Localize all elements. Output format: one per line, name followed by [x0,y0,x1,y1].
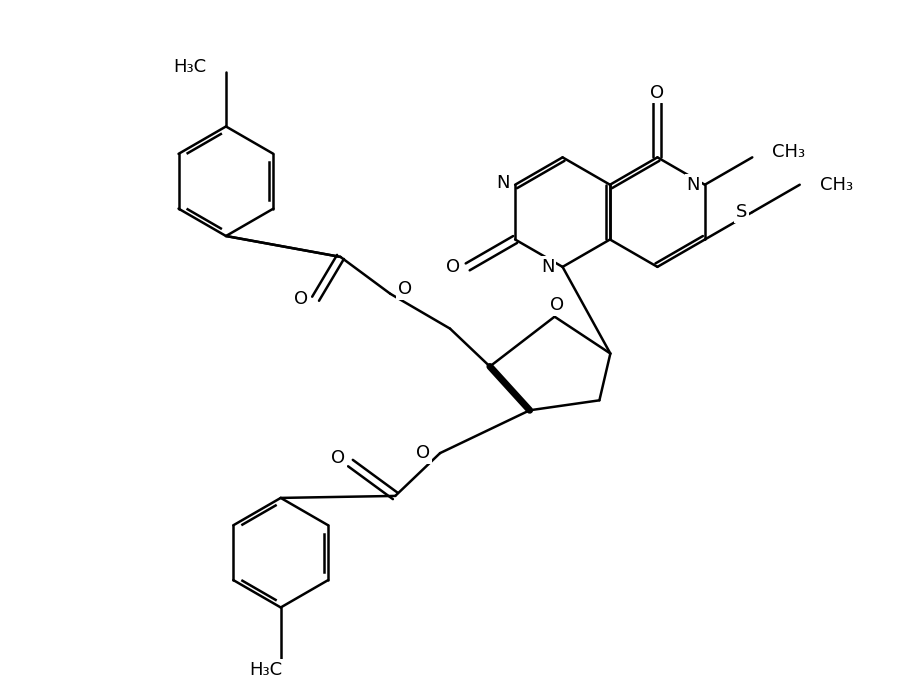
Text: O: O [293,289,308,308]
Text: CH₃: CH₃ [772,144,805,161]
Text: O: O [416,444,430,462]
Text: O: O [332,449,345,467]
Text: H₃C: H₃C [173,58,206,76]
Text: O: O [549,296,564,314]
Text: S: S [736,203,748,221]
Text: O: O [651,84,664,101]
Text: N: N [496,174,510,192]
Text: O: O [446,258,460,276]
Text: N: N [541,258,555,276]
Text: H₃C: H₃C [250,661,282,679]
Text: CH₃: CH₃ [820,176,853,193]
Text: N: N [686,176,700,193]
Text: O: O [399,280,412,298]
